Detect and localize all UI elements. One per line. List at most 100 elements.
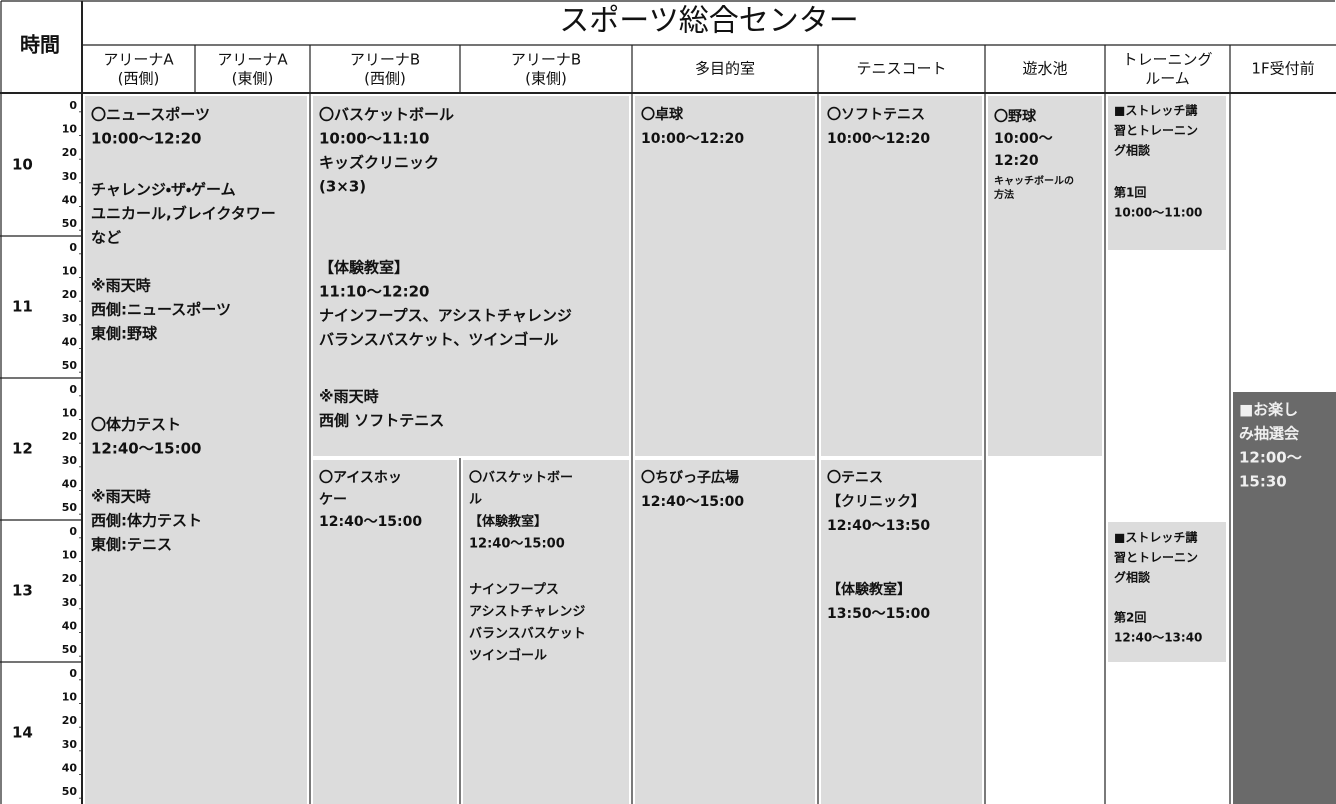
column-header: 多目的室	[695, 60, 755, 78]
block-text: アシストチャレンジ	[469, 605, 585, 620]
minute-label: 30	[62, 738, 78, 751]
block-text: 12:40〜15:00	[319, 514, 422, 530]
column-header: アリーナB	[350, 51, 420, 69]
block-text: 〇バスケットボー	[469, 470, 573, 486]
block-text: 〇ニュースポーツ	[91, 106, 210, 124]
block-text: 東側:野球	[91, 325, 158, 343]
block-text: 【体験教室】	[469, 514, 547, 530]
schedule-block	[85, 96, 307, 804]
minute-label: 10	[62, 265, 78, 278]
block-text: 〇テニス	[827, 469, 883, 486]
hour-label: 14	[12, 724, 33, 742]
block-text: ※雨天時	[91, 488, 151, 506]
column-header: (東側)	[525, 70, 567, 88]
block-text: 10:00〜12:20	[827, 131, 930, 147]
minute-label: 40	[62, 762, 78, 775]
block-text: 〇バスケットボール	[319, 106, 454, 124]
block-text: 12:40〜15:00	[641, 494, 744, 510]
minute-label: 40	[62, 336, 78, 349]
minute-label: 0	[69, 241, 77, 254]
block-text: 〇アイスホッ	[319, 469, 402, 486]
hour-label: 12	[12, 440, 33, 458]
block-text: バランスバスケット、ツインゴール	[319, 331, 558, 349]
block-text: 12:40〜15:00	[469, 537, 565, 552]
minute-label: 20	[62, 430, 78, 443]
block-text: 12:40〜13:40	[1114, 631, 1202, 645]
block-text: 方法	[994, 188, 1014, 201]
minute-label: 0	[69, 99, 77, 112]
schedule-block	[463, 460, 629, 804]
block-text: 〇卓球	[641, 106, 684, 123]
block-text: 第1回	[1113, 185, 1146, 200]
block-text: チャレンジ・ザ・ゲーム	[91, 181, 236, 199]
block-text: (3×3)	[319, 178, 366, 196]
block-text: ナインフープス	[469, 583, 559, 598]
minute-label: 30	[62, 596, 78, 609]
column-header: アリーナA	[217, 51, 288, 69]
block-text: 〇野球	[994, 108, 1037, 125]
block-text: 10:00〜	[994, 131, 1053, 147]
minute-label: 10	[62, 407, 78, 420]
block-text: キッズクリニック	[319, 154, 439, 172]
minute-label: 50	[62, 643, 78, 656]
minute-label: 20	[62, 288, 78, 301]
minute-label: 40	[62, 478, 78, 491]
minute-label: 0	[69, 667, 77, 680]
block-text: 12:20	[994, 153, 1039, 169]
minute-label: 10	[62, 691, 78, 704]
hour-label: 11	[12, 298, 33, 316]
block-text: 10:00〜12:20	[641, 131, 744, 147]
block-text: ※雨天時	[91, 277, 151, 295]
texts: アリーナA(西側)アリーナA(東側)アリーナB(西側)アリーナB(東側)多目的室…	[12, 51, 1315, 799]
minute-label: 20	[62, 572, 78, 585]
block-text: 10:00〜11:10	[319, 130, 430, 148]
column-header: (西側)	[118, 70, 160, 88]
block-text: 西側:ニュースポーツ	[91, 301, 231, 319]
block-text: グ相談	[1114, 143, 1150, 158]
minute-label: 30	[62, 454, 78, 467]
block-text: 習とトレーニン	[1114, 124, 1198, 138]
schedule-block	[635, 460, 815, 804]
hour-label: 13	[12, 582, 33, 600]
schedule-block	[821, 460, 982, 804]
minute-label: 50	[62, 501, 78, 514]
minute-label: 20	[62, 146, 78, 159]
schedule-block	[988, 96, 1102, 456]
minute-label: 40	[62, 620, 78, 633]
minute-label: 10	[62, 123, 78, 136]
block-text: キャッチボールの	[994, 174, 1074, 187]
block-text: ツインゴール	[469, 648, 547, 664]
block-text: 12:40〜13:50	[827, 518, 930, 534]
column-header: ルーム	[1145, 70, 1190, 88]
block-text: ル	[469, 493, 482, 508]
block-text: ※雨天時	[319, 388, 379, 406]
title: スポーツ総合センター	[559, 4, 858, 39]
block-text: 15:30	[1239, 473, 1287, 491]
block-text: 【体験教室】	[827, 581, 911, 598]
schedule-block	[1108, 522, 1226, 662]
time-label: 時間	[20, 33, 60, 57]
block-text: 10:00〜11:00	[1114, 206, 1202, 220]
block-text: 習とトレーニン	[1114, 551, 1198, 565]
minute-label: 30	[62, 312, 78, 325]
schedule-block	[313, 96, 629, 456]
block-text: 東側:テニス	[91, 536, 172, 554]
block-text: 13:50〜15:00	[827, 606, 930, 622]
block-text: 【クリニック】	[827, 494, 925, 510]
minute-label: 50	[62, 217, 78, 230]
minute-label: 50	[62, 785, 78, 798]
block-text: グ相談	[1114, 570, 1150, 585]
column-header: (東側)	[232, 70, 274, 88]
block-text: 〇ソフトテニス	[827, 106, 925, 123]
column-header: アリーナA	[103, 51, 174, 69]
minute-label: 40	[62, 194, 78, 207]
minute-label: 30	[62, 170, 78, 183]
minute-label: 20	[62, 714, 78, 727]
block-text: ケー	[319, 492, 347, 508]
schedule-block	[635, 96, 815, 456]
block-text: 【体験教室】	[319, 259, 409, 277]
column-header: テニスコート	[856, 60, 946, 78]
blocks	[85, 96, 1336, 804]
